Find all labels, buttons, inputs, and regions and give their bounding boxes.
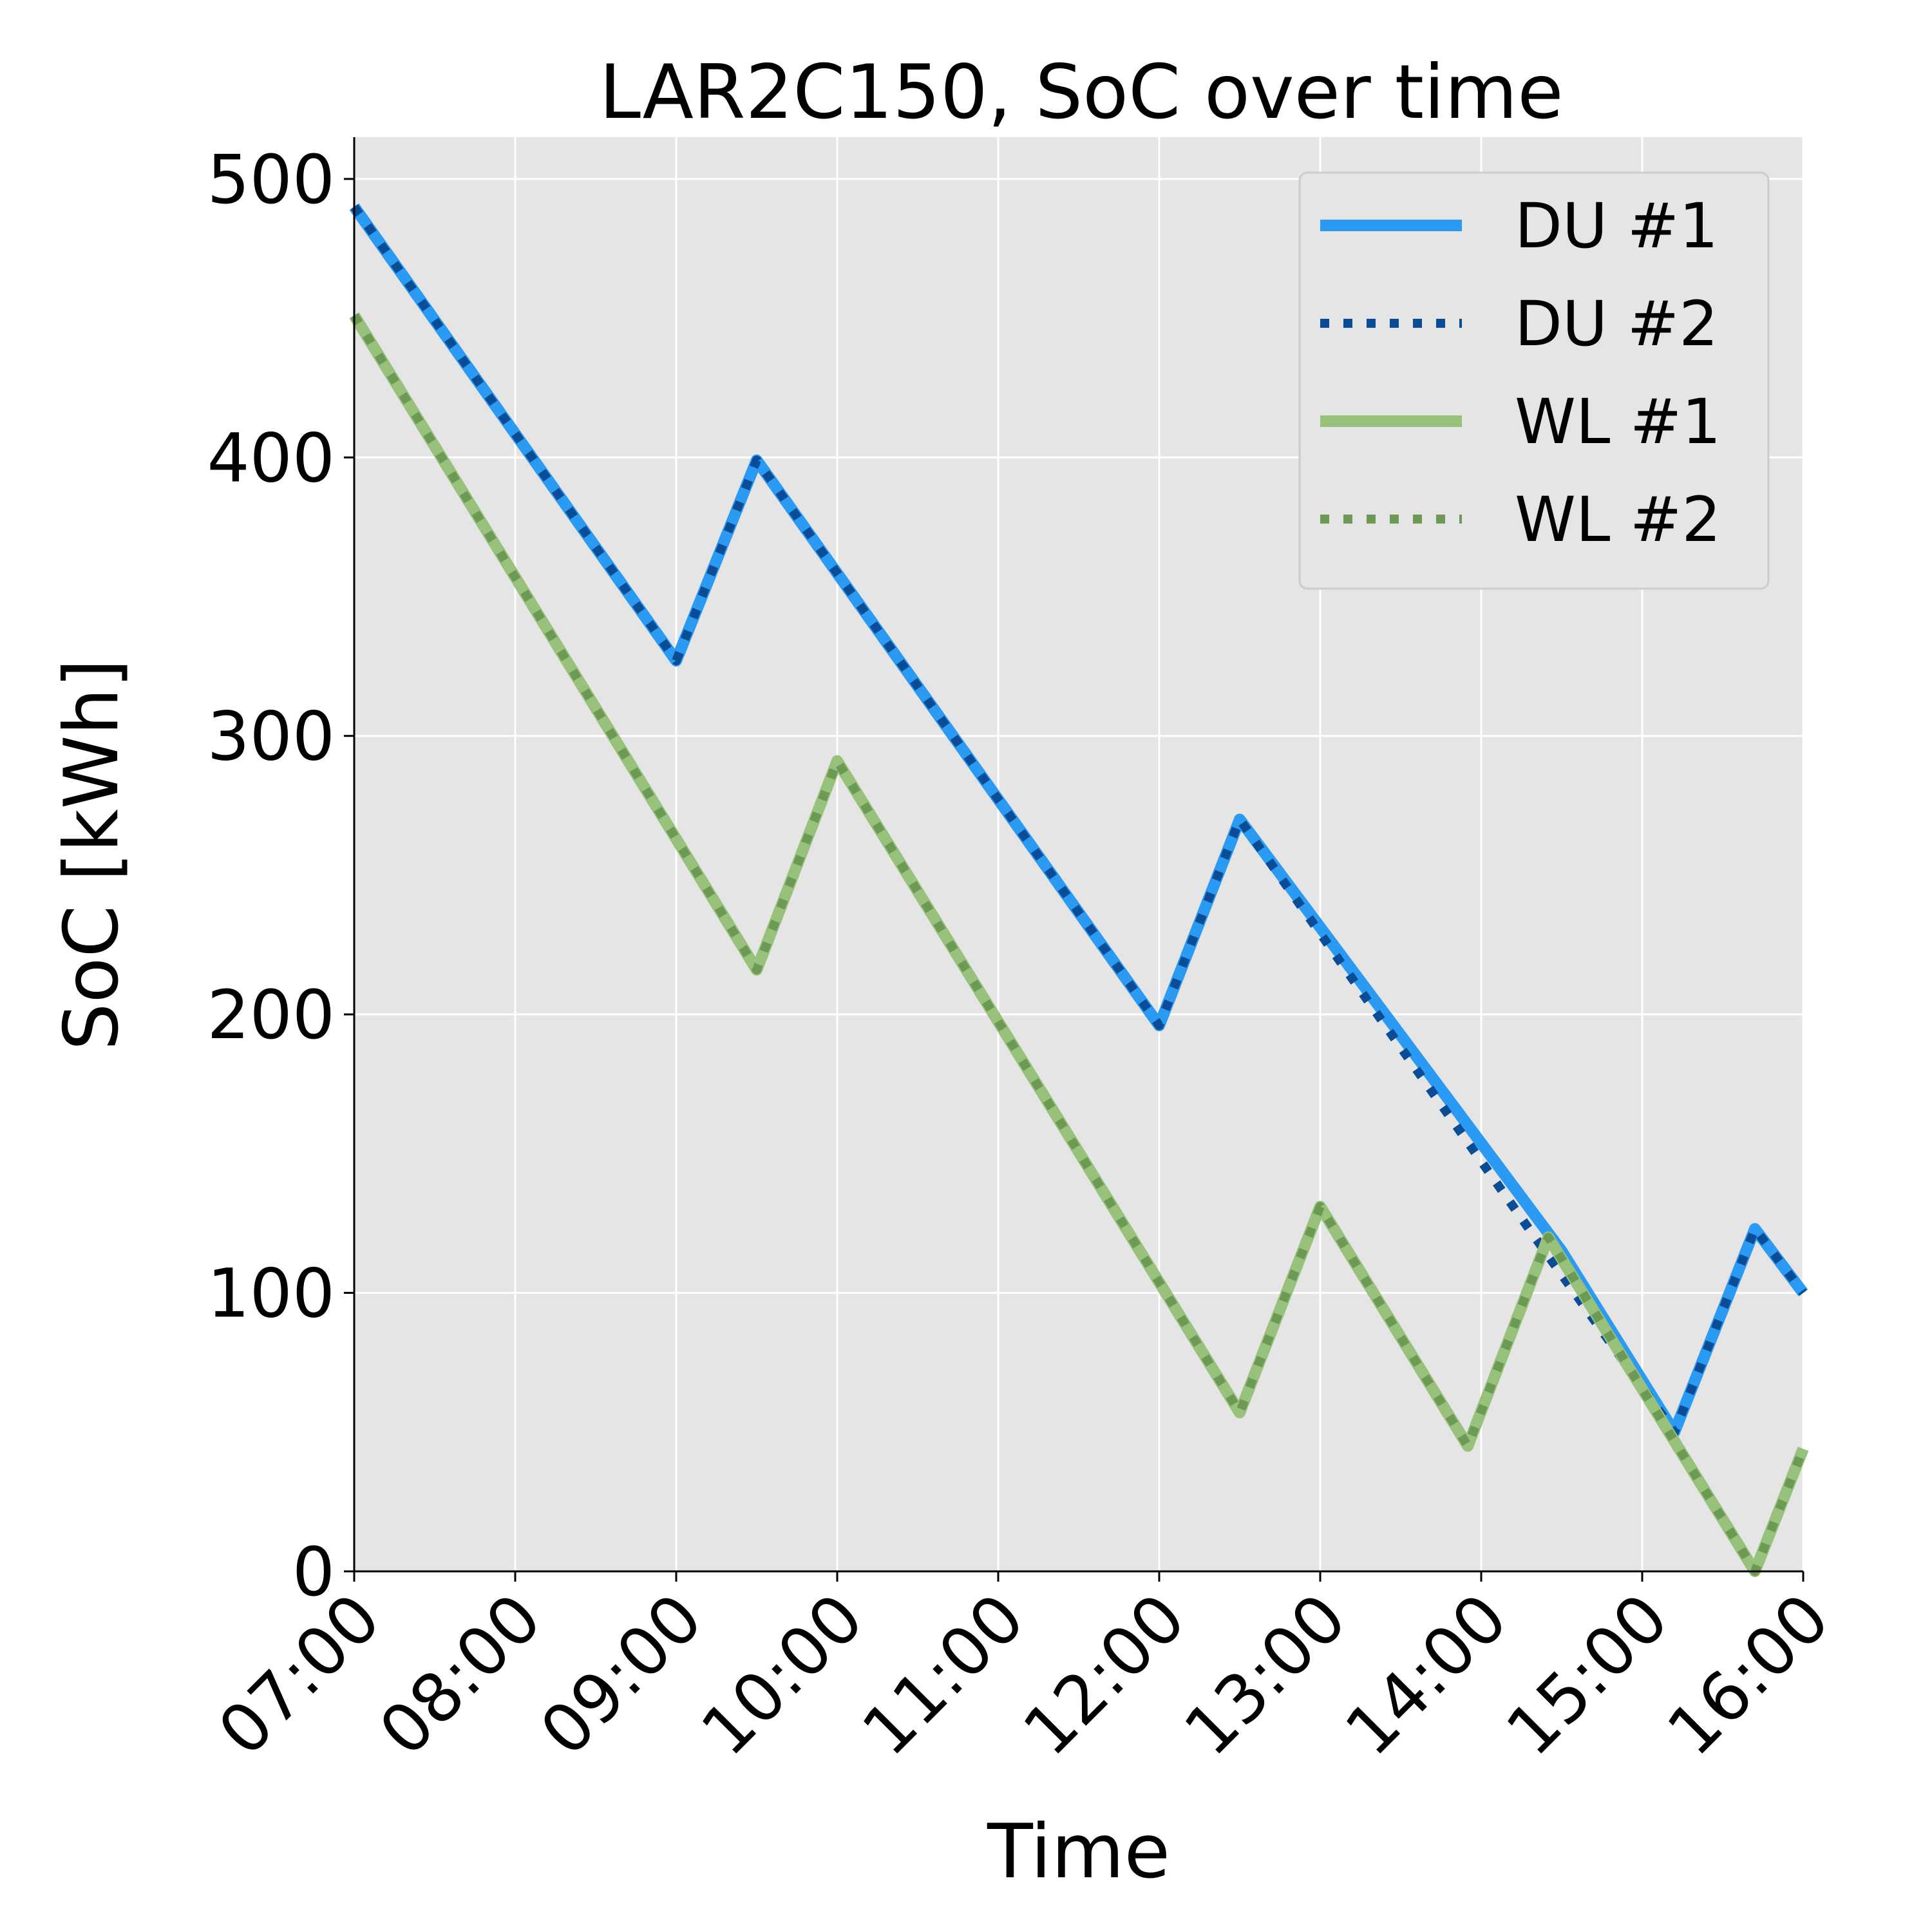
y-tick-label: 400 [207, 419, 335, 497]
x-tick-group: 07:0008:0009:0010:0011:0012:0013:0014:00… [203, 1571, 1844, 1771]
legend-box [1298, 171, 1770, 590]
y-tick-label: 500 [207, 140, 335, 219]
x-tick-label: 16:00 [1652, 1578, 1844, 1770]
x-tick-label: 13:00 [1169, 1578, 1361, 1770]
x-tick-label: 14:00 [1330, 1578, 1522, 1770]
x-tick-label: 10:00 [686, 1578, 878, 1770]
x-tick-label: 08:00 [364, 1578, 556, 1770]
y-axis-label: SoC [kWh] [48, 659, 135, 1050]
legend-label: WL #2 [1515, 484, 1721, 556]
legend-label: DU #2 [1515, 288, 1718, 360]
y-tick-label: 0 [292, 1533, 335, 1611]
chart-title: LAR2C150, SoC over time [599, 49, 1563, 136]
x-tick-label: 09:00 [525, 1578, 717, 1770]
x-tick-label: 11:00 [847, 1578, 1039, 1770]
y-tick-label: 100 [207, 1255, 335, 1333]
series-line-wl-2 [350, 313, 1808, 1576]
series-line-du-2 [350, 204, 1807, 1437]
y-tick-label: 300 [207, 697, 335, 776]
legend-label: DU #1 [1515, 190, 1718, 262]
x-tick-label: 15:00 [1491, 1578, 1683, 1770]
y-tick-group: 0 100 200 300 400 500 [207, 140, 354, 1611]
x-axis-label: Time [987, 1808, 1170, 1895]
x-tick-label: 12:00 [1008, 1578, 1200, 1770]
series-layer [349, 203, 1809, 1577]
y-tick-label: 200 [207, 976, 335, 1054]
legend: DU #1 DU #2 WL #1 WL #2 [1298, 171, 1770, 590]
legend-label: WL #1 [1515, 386, 1721, 458]
